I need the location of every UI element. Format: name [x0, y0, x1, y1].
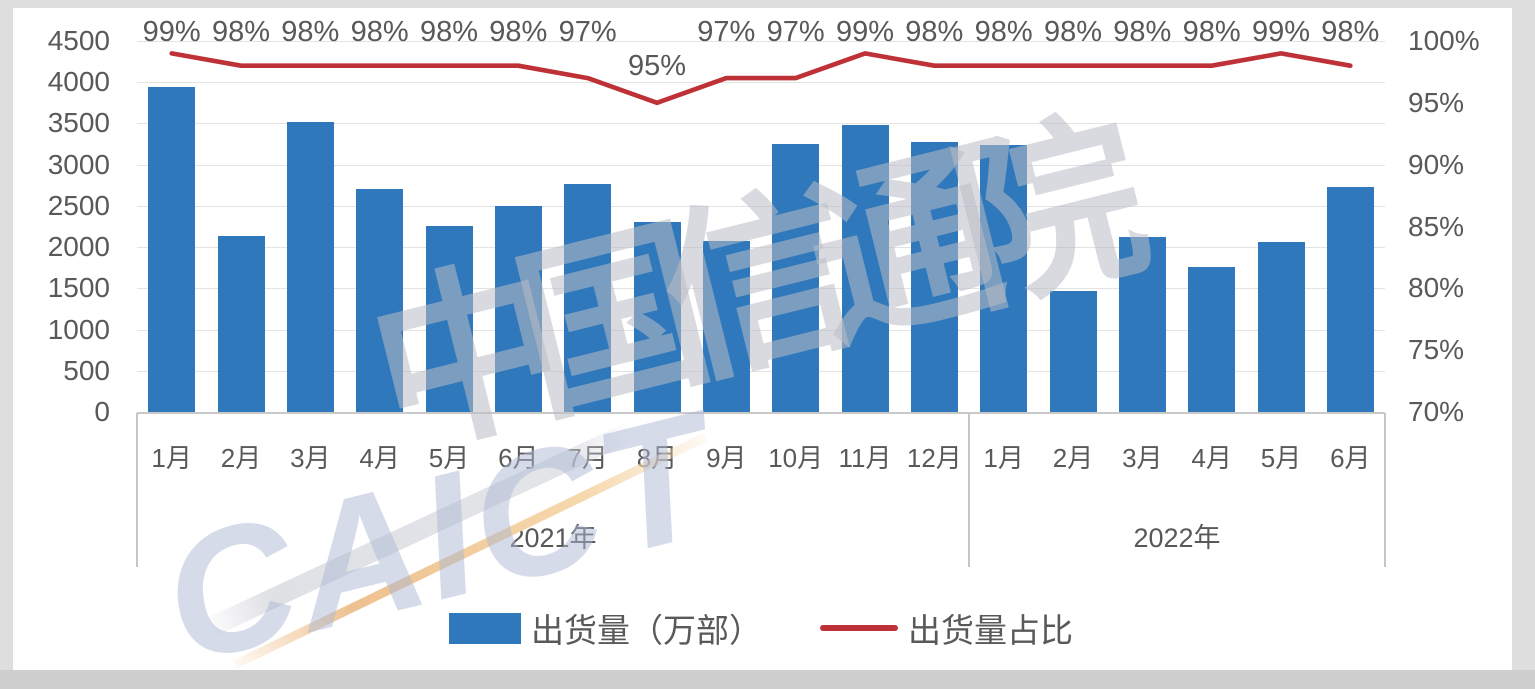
data-label-pct: 98% — [419, 16, 479, 48]
gridline — [137, 205, 1385, 207]
data-label-pct: 98% — [1043, 16, 1103, 48]
data-label-pct: 98% — [281, 16, 340, 48]
bar-1月-0 — [148, 87, 196, 412]
y-axis-left-tick: 0 — [94, 396, 110, 427]
bar-4月-15 — [1188, 266, 1236, 412]
y-axis-right-tick: 100% — [1408, 25, 1480, 56]
data-label-pct: 98% — [974, 16, 1033, 48]
x-tick-month: 3月 — [290, 443, 331, 473]
bar-9月-8 — [702, 240, 750, 412]
y-axis-left-tick: 2500 — [47, 189, 110, 221]
data-label-pct: 99% — [142, 16, 201, 48]
gridline — [137, 82, 1385, 84]
x-tick-month: 8月 — [636, 443, 678, 473]
bar-3月-14 — [1118, 237, 1166, 412]
bar-series-swatch-icon — [449, 612, 521, 644]
bar-12月-11 — [910, 142, 958, 412]
y-axis-left-tick: 3500 — [47, 107, 110, 139]
bar-1月-12 — [980, 144, 1028, 412]
y-axis-right-tick: 90% — [1408, 148, 1465, 180]
bar-4月-3 — [356, 189, 404, 412]
legend-label-ratio: 出货量占比 — [908, 612, 1073, 649]
y-axis-right-tick: 95% — [1408, 86, 1465, 118]
bar-3月-2 — [286, 121, 334, 412]
x-tick-month: 11月 — [838, 443, 892, 473]
data-label-pct: 97% — [766, 16, 825, 48]
data-label-pct: 97% — [697, 16, 756, 48]
gridline — [137, 370, 1385, 372]
data-label-pct: 98% — [211, 16, 271, 48]
x-tick-month: 3月 — [1122, 443, 1163, 473]
gridline — [137, 41, 1385, 42]
y-axis-left-tick: 500 — [63, 354, 110, 386]
bar-2月-1 — [217, 236, 265, 412]
x-tick-month: 7月 — [567, 443, 608, 473]
x-tick-month: 2月 — [220, 443, 262, 473]
screenshot-border-left — [0, 0, 13, 689]
x-tick-month: 1月 — [983, 443, 1024, 473]
x-tick-month: 6月 — [1330, 443, 1371, 473]
data-label-pct: 97% — [558, 16, 617, 48]
bar-7月-6 — [564, 183, 612, 412]
y-axis-right-tick: 70% — [1408, 396, 1465, 427]
x-axis-line — [137, 412, 1385, 414]
gridline — [137, 123, 1385, 125]
x-tick-month: 5月 — [428, 443, 470, 473]
legend-item-ratio: 出货量占比 — [820, 604, 1073, 652]
data-label-pct: 98% — [905, 16, 964, 48]
data-label-pct: 98% — [1321, 16, 1380, 48]
bar-2月-13 — [1049, 290, 1097, 412]
bar-10月-9 — [772, 144, 820, 412]
category-axis-separator — [968, 413, 970, 567]
bar-11月-10 — [841, 125, 889, 412]
x-tick-month: 1月 — [151, 443, 192, 473]
chart-legend: 出货量（万部） 出货量占比 — [137, 602, 1385, 654]
legend-item-shipments: 出货量（万部） — [449, 604, 762, 652]
x-tick-month: 4月 — [1191, 443, 1232, 473]
x-tick-month: 2月 — [1052, 443, 1094, 473]
bar-5月-4 — [425, 225, 473, 412]
category-axis-separator — [136, 413, 138, 567]
gridline — [137, 247, 1385, 249]
line-series-marker-icon — [820, 625, 898, 631]
y-axis-right-tick: 80% — [1408, 272, 1465, 304]
y-axis-left-tick: 4000 — [47, 66, 110, 98]
data-label-pct: 98% — [489, 16, 548, 48]
y-axis-left-tick: 1000 — [47, 313, 110, 345]
y-axis-left-tick: 4500 — [47, 25, 110, 56]
x-tick-month: 5月 — [1260, 443, 1302, 473]
data-label-pct: 98% — [350, 16, 409, 48]
data-label-pct: 98% — [1113, 16, 1172, 48]
legend-label-shipments: 出货量（万部） — [531, 612, 762, 649]
gridline — [137, 164, 1385, 166]
bar-6月-5 — [494, 205, 542, 412]
x-axis-year-2021年: 2021年 — [509, 523, 597, 553]
x-tick-month: 10月 — [768, 443, 824, 473]
screenshot-border-top — [0, 0, 1535, 8]
data-label-pct: 99% — [1251, 16, 1311, 48]
category-axis-separator — [1384, 413, 1386, 567]
bar-8月-7 — [633, 221, 681, 412]
data-label-pct: 95% — [627, 50, 687, 82]
x-tick-month: 12月 — [906, 443, 962, 473]
y-axis-right-tick: 75% — [1408, 334, 1465, 366]
x-tick-month: 6月 — [498, 443, 539, 473]
x-tick-month: 4月 — [359, 443, 400, 473]
y-axis-left-tick: 1500 — [47, 272, 110, 304]
y-axis-left-tick: 2000 — [47, 231, 110, 263]
bar-6月-17 — [1326, 186, 1374, 412]
data-label-pct: 98% — [1182, 16, 1241, 48]
bar-5月-16 — [1257, 242, 1305, 412]
ratio-line — [169, 51, 1353, 106]
screenshot-border-right — [1512, 0, 1535, 689]
y-axis-left-tick: 3000 — [47, 148, 110, 180]
gridline — [137, 288, 1385, 290]
gridline — [137, 329, 1385, 331]
screenshot-border-bottom — [0, 670, 1535, 689]
y-axis-right-tick: 85% — [1408, 210, 1465, 242]
x-axis-year-2022年: 2022年 — [1133, 523, 1221, 553]
data-label-pct: 99% — [835, 16, 895, 48]
x-tick-month: 9月 — [706, 443, 747, 473]
